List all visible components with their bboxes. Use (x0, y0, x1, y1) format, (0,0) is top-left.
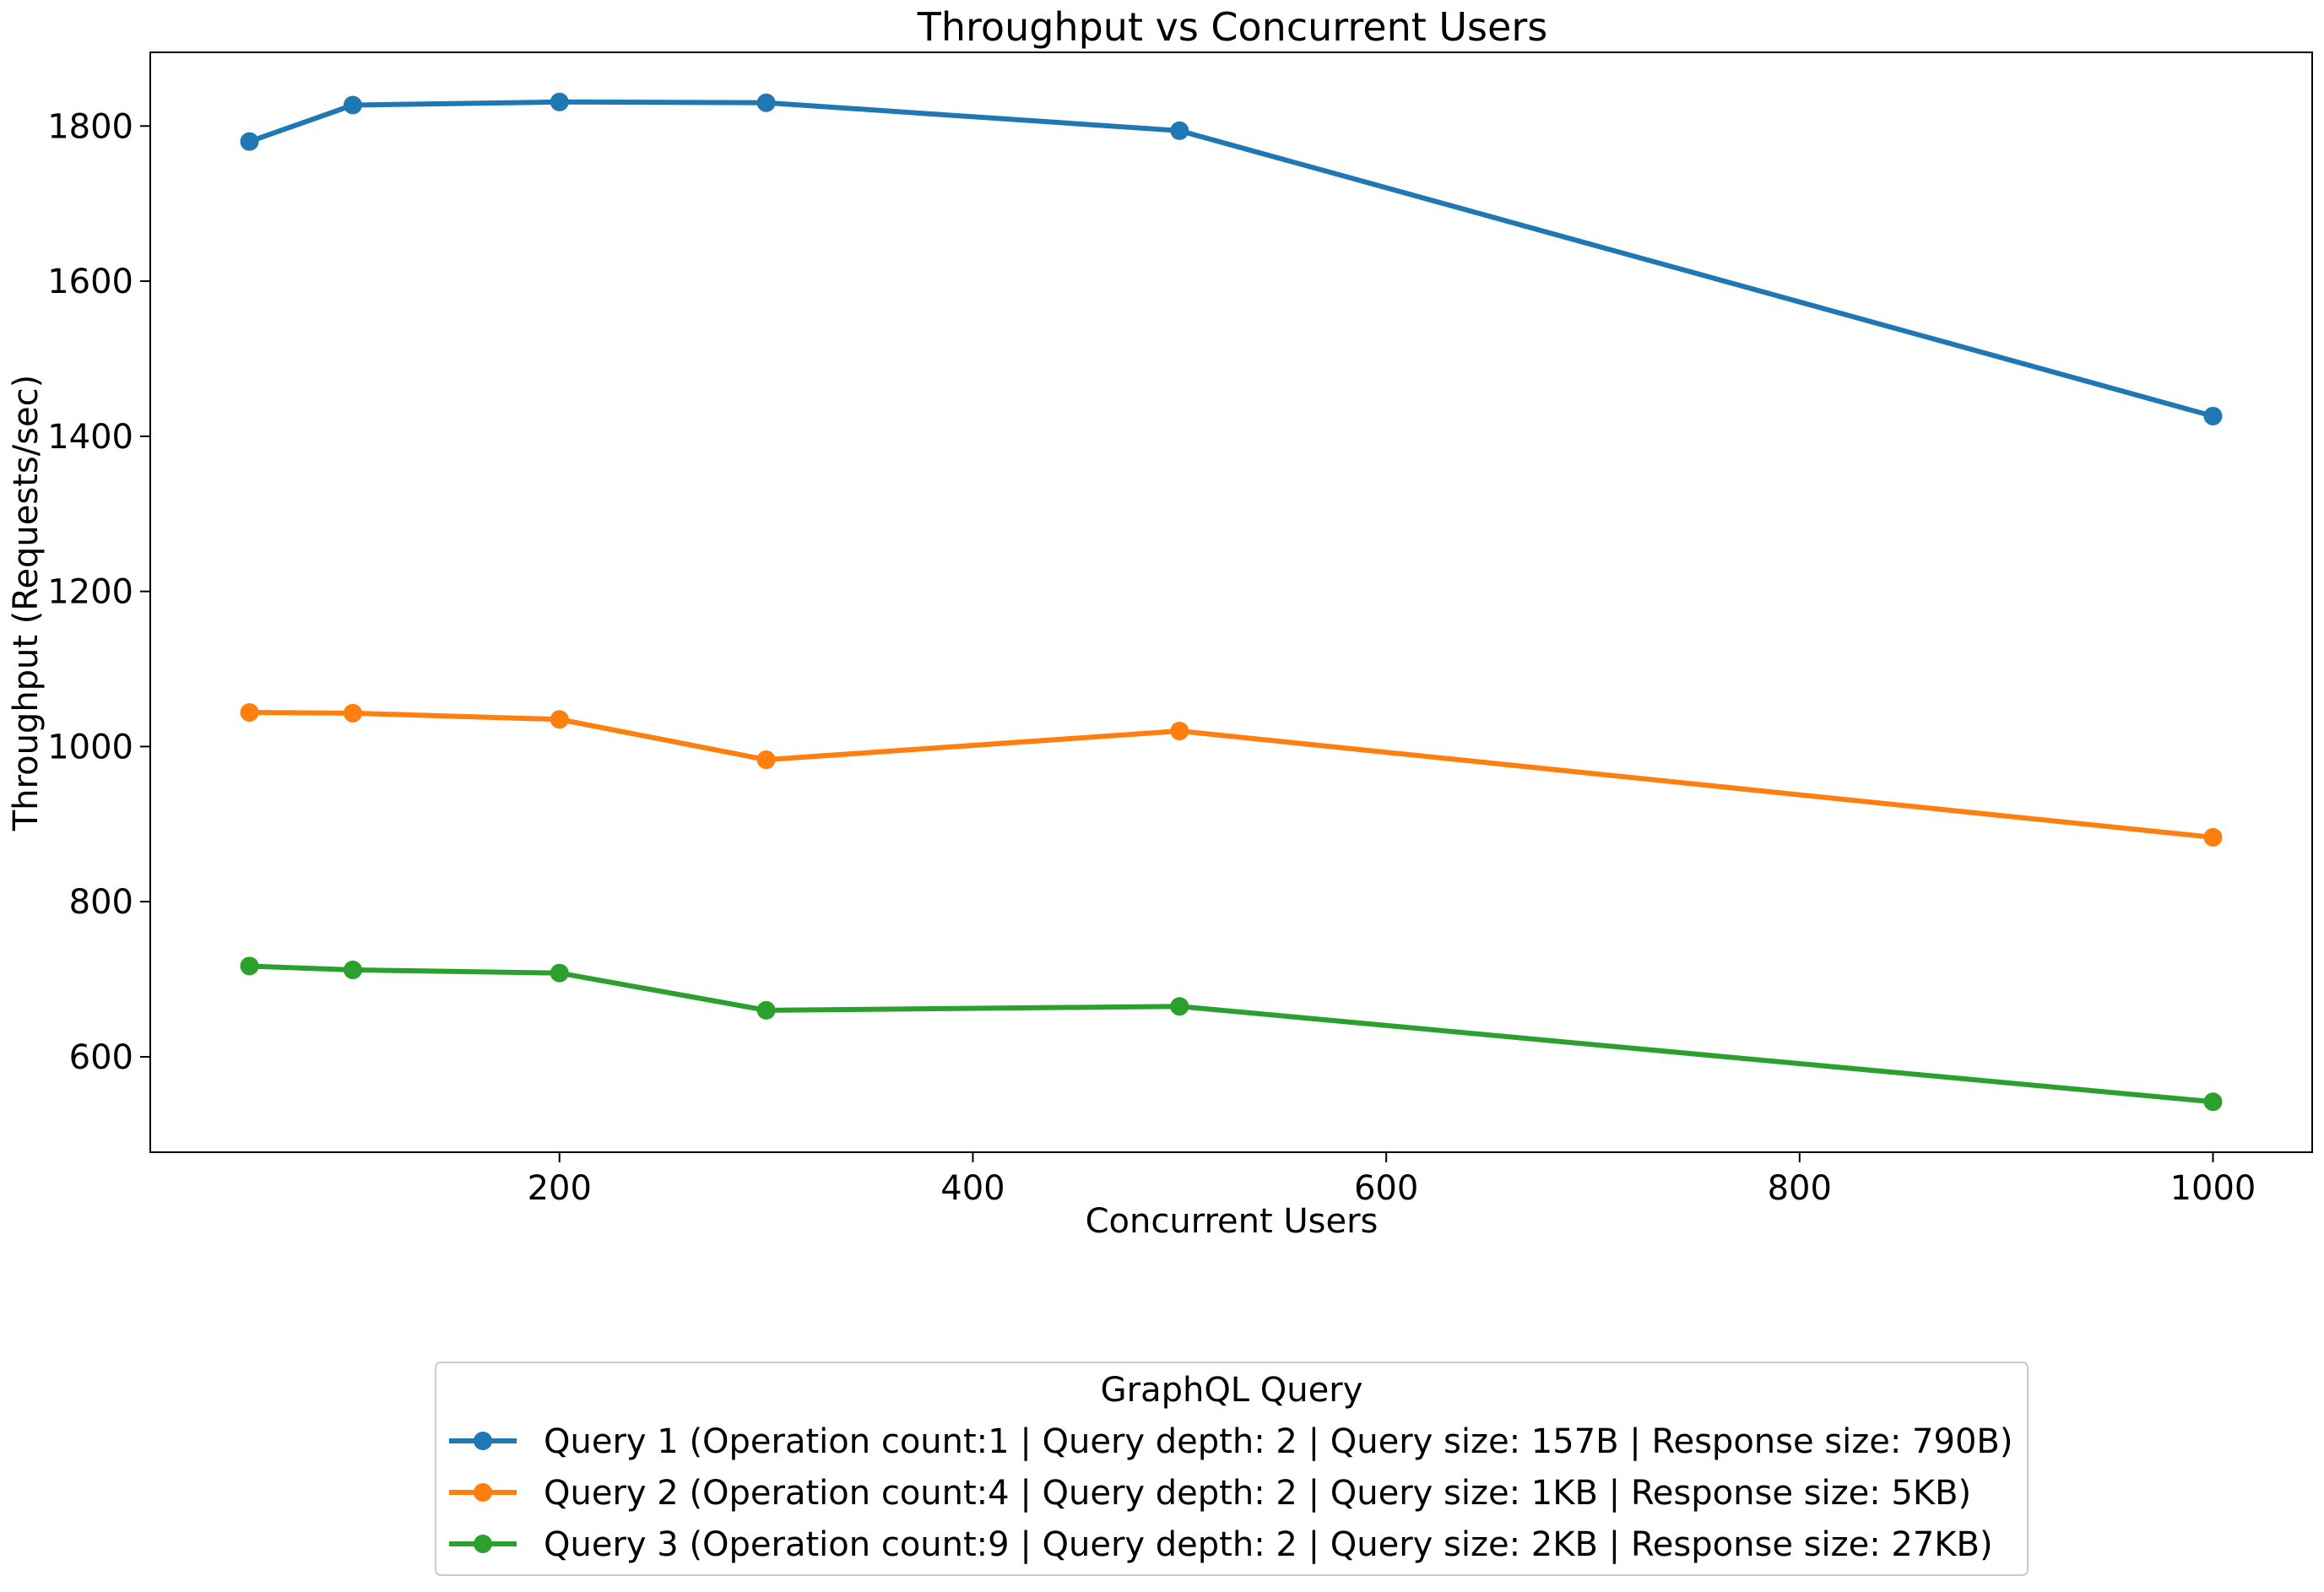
y-tick-label: 1400 (47, 418, 133, 457)
legend-label: Query 1 (Operation count:1 | Query depth… (544, 1422, 2013, 1461)
series-2 (240, 702, 2223, 847)
data-point (550, 963, 569, 983)
y-tick-label: 1600 (47, 263, 133, 301)
y-axis-label: Throughput (Requests/sec) (7, 375, 46, 832)
chart-title: Throughput vs Concurrent Users (917, 4, 1547, 50)
data-point (343, 961, 362, 980)
data-point (240, 702, 259, 722)
legend-entry: Query 3 (Operation count:9 | Query depth… (449, 1525, 1993, 1564)
legend-swatch-marker (474, 1432, 492, 1450)
legend-entry: Query 2 (Operation count:4 | Query depth… (449, 1474, 1971, 1513)
series-layer (240, 92, 2223, 1112)
plot-frame (149, 51, 2313, 1153)
y-tick-label: 1200 (47, 573, 133, 612)
data-point (2203, 1092, 2223, 1112)
data-point (550, 710, 569, 729)
legend-title: GraphQL Query (1101, 1371, 1363, 1410)
y-tick-label: 600 (69, 1038, 133, 1077)
legend-box (435, 1362, 2029, 1576)
x-axis-label: Concurrent Users (1086, 1202, 1379, 1241)
data-point (756, 93, 776, 112)
legend-label: Query 3 (Operation count:9 | Query depth… (544, 1525, 1993, 1564)
data-point (1170, 722, 1189, 741)
series-line (246, 709, 2216, 840)
data-point (2203, 827, 2223, 847)
legend-swatch-marker (474, 1483, 492, 1502)
data-point (756, 750, 776, 770)
data-point (343, 703, 362, 723)
data-point (1170, 121, 1189, 140)
y-tick-label: 1000 (47, 728, 133, 766)
series-line (246, 963, 2216, 1105)
x-tick-label: 800 (1768, 1169, 1832, 1208)
data-point (756, 1000, 776, 1020)
data-point (1170, 997, 1189, 1016)
data-point (2203, 406, 2223, 425)
x-tick-label: 400 (940, 1169, 1005, 1208)
data-point (240, 956, 259, 976)
legend-swatch-marker (474, 1535, 492, 1553)
x-tick-label: 200 (528, 1169, 592, 1208)
y-tick-label: 800 (69, 883, 133, 922)
legend-entry: Query 1 (Operation count:1 | Query depth… (449, 1422, 2013, 1461)
y-tick-label: 1800 (47, 107, 133, 146)
x-axis-ticks: 200 400 600 800 1000 (528, 1152, 2256, 1208)
series-line (246, 99, 2216, 419)
data-point (550, 92, 569, 111)
x-tick-label: 1000 (2170, 1169, 2256, 1208)
x-tick-label: 600 (1354, 1169, 1418, 1208)
data-point (343, 95, 362, 115)
data-point (240, 132, 259, 151)
series-3 (240, 956, 2223, 1112)
legend: GraphQL Query Query 1 (Operation count:1… (435, 1362, 2029, 1576)
legend-label: Query 2 (Operation count:4 | Query depth… (544, 1474, 1971, 1513)
y-axis-ticks: 600 800 1000 1200 1400 1600 1800 (47, 107, 150, 1077)
legend-entries: Query 1 (Operation count:1 | Query depth… (449, 1422, 2013, 1564)
series-1 (240, 92, 2223, 425)
